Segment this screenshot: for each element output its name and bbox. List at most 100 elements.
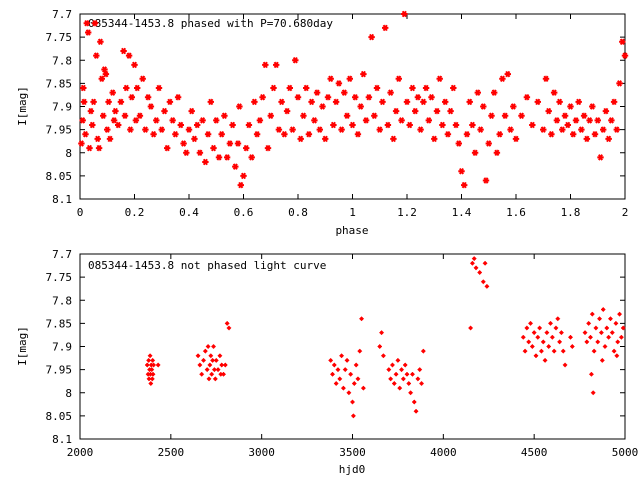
data-point: [365, 93, 373, 101]
data-point: [164, 144, 171, 152]
unphased-light-curve-panel: 085344-1453.8 not phased light curve hjd…: [16, 248, 638, 476]
data-point: [172, 130, 179, 138]
data-point: [447, 107, 454, 115]
y-tick-label: 8.05: [46, 410, 73, 423]
data-points: [78, 10, 629, 189]
x-tick-label: 1.8: [561, 206, 581, 219]
data-point: [253, 130, 261, 138]
plot-frame: [79, 13, 626, 200]
data-point: [589, 311, 595, 317]
data-point: [150, 130, 157, 138]
y-axis-label: I[mag]: [16, 326, 29, 366]
data-point: [606, 334, 612, 340]
data-point: [588, 371, 594, 377]
y-tick-label: 7.9: [52, 101, 72, 114]
data-point: [211, 367, 217, 373]
y-tick-label: 7.75: [46, 271, 73, 284]
x-tick-label: 4000: [430, 446, 457, 459]
data-point: [406, 380, 412, 387]
data-point: [586, 320, 592, 326]
data-point: [546, 343, 552, 350]
data-point: [452, 121, 460, 129]
data-point: [542, 357, 548, 363]
data-point: [602, 107, 610, 115]
data-point: [329, 371, 336, 377]
data-point: [319, 103, 326, 110]
y-tick-label: 7.95: [46, 124, 73, 137]
data-point: [428, 93, 435, 101]
data-point: [106, 135, 114, 143]
data-points: [144, 256, 626, 419]
data-point: [433, 107, 441, 115]
data-point: [237, 181, 244, 189]
data-point: [335, 80, 343, 87]
y-tick-label: 7.8: [52, 54, 72, 67]
plot-frame: [79, 253, 626, 440]
data-point: [597, 316, 603, 322]
data-point: [591, 348, 597, 354]
phased-light-curve-panel: 085344-1453.8 phased with P=70.680day ph…: [16, 8, 628, 237]
data-point: [468, 325, 474, 331]
data-point: [311, 117, 318, 124]
data-point: [595, 339, 601, 345]
data-point: [324, 93, 332, 101]
data-point: [341, 89, 348, 96]
data-point: [469, 121, 476, 129]
data-point: [83, 19, 90, 27]
data-point: [149, 376, 155, 382]
data-point: [582, 330, 588, 336]
data-point: [169, 117, 176, 124]
data-point: [147, 353, 153, 359]
x-tick-label: 5000: [612, 446, 639, 459]
data-point: [362, 117, 370, 124]
data-point: [594, 117, 601, 124]
data-point: [139, 75, 146, 83]
data-point: [207, 98, 214, 106]
data-point: [142, 126, 149, 133]
data-point: [473, 265, 479, 271]
data-point: [598, 330, 604, 336]
data-point: [340, 385, 346, 391]
data-point: [382, 24, 389, 32]
data-point: [243, 144, 250, 152]
data-point: [597, 154, 604, 161]
data-point: [442, 98, 449, 106]
data-point: [144, 93, 152, 101]
data-point: [104, 126, 111, 133]
data-point: [148, 380, 154, 387]
data-point: [538, 348, 544, 354]
data-point: [188, 107, 195, 115]
data-point: [444, 130, 452, 138]
data-point: [360, 70, 367, 78]
data-point: [504, 70, 511, 78]
data-point: [342, 367, 348, 373]
data-point: [352, 93, 359, 101]
data-point: [422, 84, 430, 92]
data-point: [587, 334, 594, 340]
data-point: [551, 348, 557, 354]
data-point: [305, 130, 313, 138]
x-tick-label: 0.6: [234, 206, 254, 219]
data-point: [575, 98, 582, 106]
data-point: [349, 121, 356, 129]
data-point: [414, 93, 422, 101]
data-point: [482, 177, 490, 184]
data-point: [161, 107, 168, 115]
data-point: [600, 126, 607, 133]
data-point: [379, 330, 385, 336]
data-point: [259, 93, 266, 101]
data-point: [245, 121, 253, 129]
data-point: [616, 80, 623, 87]
data-point: [493, 149, 501, 157]
data-point: [431, 135, 438, 143]
data-point: [123, 84, 130, 92]
data-point: [471, 149, 479, 157]
data-point: [348, 371, 354, 377]
x-axis-label: hjd0: [339, 463, 366, 476]
data-point: [401, 10, 408, 18]
data-point: [469, 260, 475, 266]
data-point: [501, 112, 509, 120]
data-point: [218, 130, 225, 138]
data-point: [584, 339, 590, 345]
